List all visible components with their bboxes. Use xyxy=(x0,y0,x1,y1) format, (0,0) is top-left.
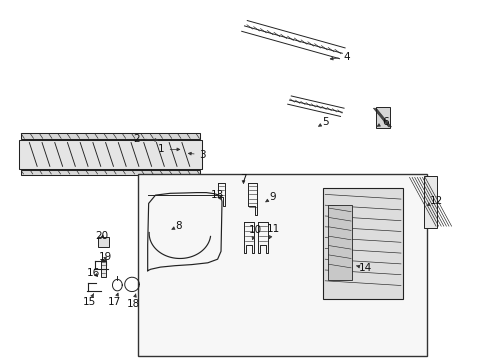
Text: 6: 6 xyxy=(376,117,388,127)
Text: 14: 14 xyxy=(356,263,372,273)
Text: 16: 16 xyxy=(87,268,101,278)
Bar xyxy=(322,188,403,299)
Text: 2: 2 xyxy=(133,134,158,144)
Bar xyxy=(138,174,427,356)
Text: 20: 20 xyxy=(95,231,108,241)
Bar xyxy=(19,140,202,169)
Text: 7: 7 xyxy=(240,174,246,184)
Text: 5: 5 xyxy=(318,117,328,127)
Bar xyxy=(375,107,389,128)
Bar xyxy=(101,260,105,277)
Bar xyxy=(327,205,351,280)
Text: 1: 1 xyxy=(158,144,180,154)
Bar xyxy=(20,133,200,139)
Text: 3: 3 xyxy=(188,150,206,160)
Text: 13: 13 xyxy=(210,190,224,200)
Text: 10: 10 xyxy=(248,225,261,240)
Text: 19: 19 xyxy=(98,252,112,262)
Text: 15: 15 xyxy=(82,294,96,307)
Bar xyxy=(20,170,200,175)
Text: 9: 9 xyxy=(265,192,276,202)
Bar xyxy=(98,237,108,247)
Text: 11: 11 xyxy=(266,224,280,239)
Text: 18: 18 xyxy=(126,294,140,309)
Text: 17: 17 xyxy=(108,293,122,307)
Text: 4: 4 xyxy=(329,52,350,62)
Bar xyxy=(424,176,436,228)
Text: 12: 12 xyxy=(426,196,442,206)
Text: 8: 8 xyxy=(172,221,182,231)
